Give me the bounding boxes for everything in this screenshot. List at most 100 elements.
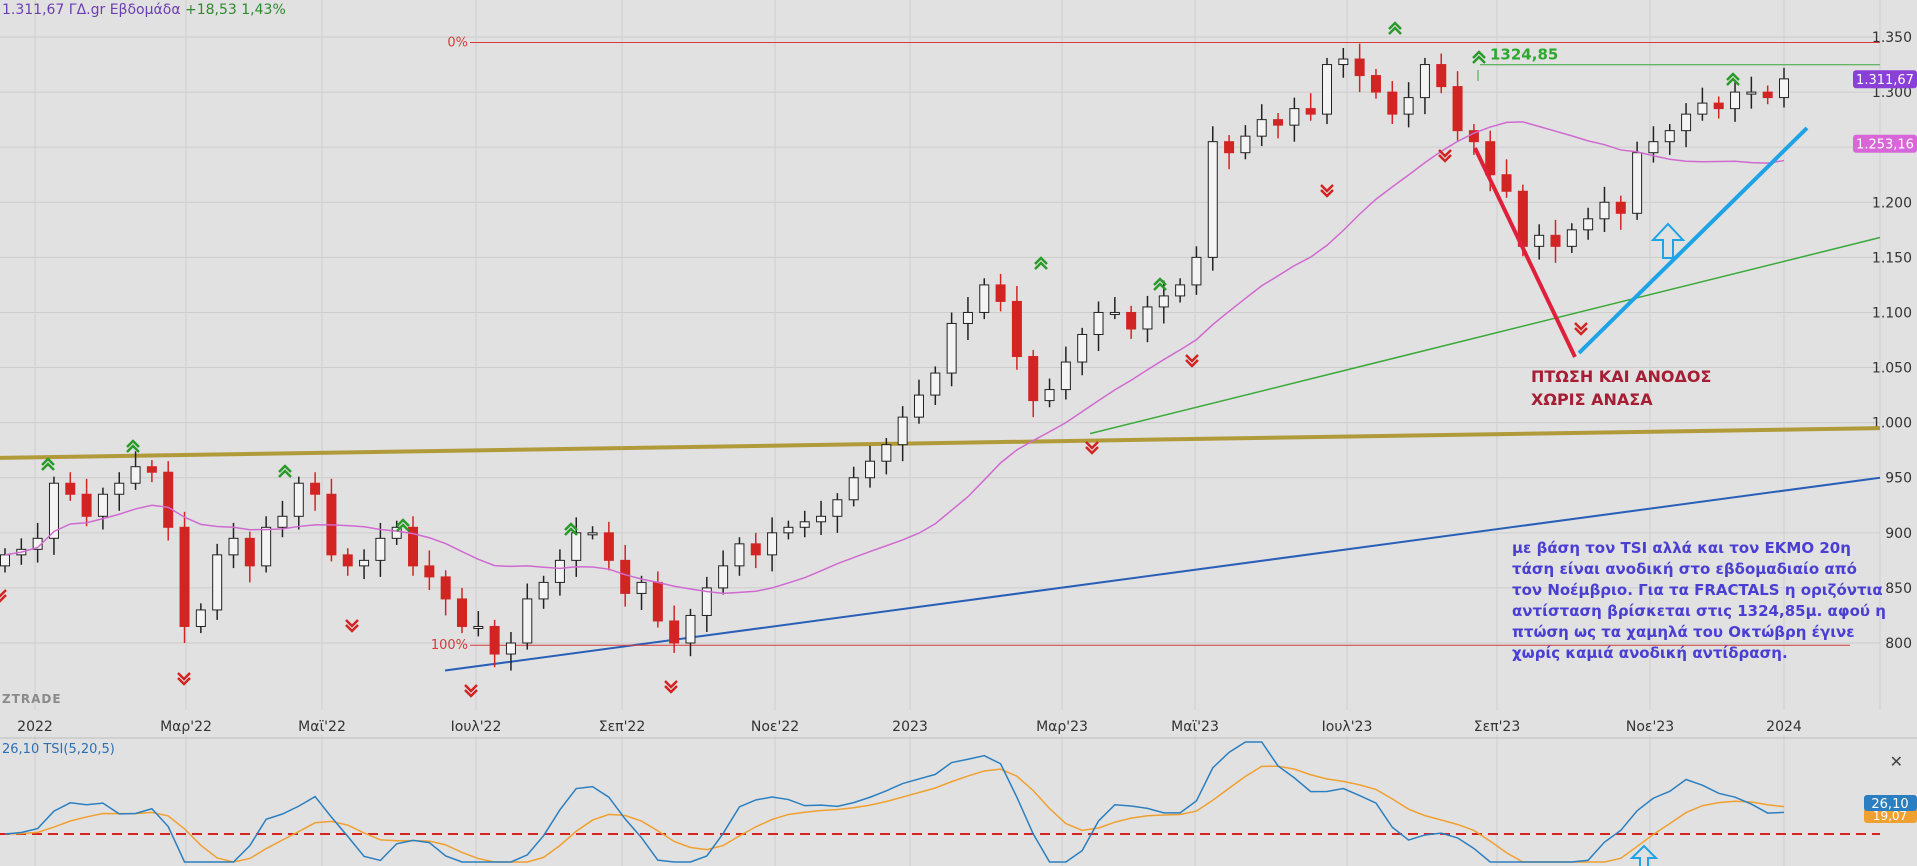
candle-body [1093,311,1104,335]
fractal-up-icon [126,439,140,453]
candle-body [1599,201,1610,220]
candle-body [473,625,484,629]
x-tick-label: 2023 [892,719,928,735]
candle-body [783,526,794,534]
annotation-text: ΠΤΩΣΗ ΚΑΙ ΑΝΟΔΟΣ ΧΩΡΙΣ ΑΝΑΣΑ [1531,365,1711,411]
ema-price-label: 1.253,16 [1856,138,1914,153]
candle-body [1060,361,1071,391]
x-tick-label: Μαϊ'23 [1171,719,1219,735]
x-tick-label: Μαρ'23 [1036,719,1088,735]
candle-body [114,482,125,495]
y-tick-label: 1.150 [1872,250,1912,266]
candle-body [587,532,598,536]
current-price-tag [1853,70,1917,89]
y-tick-label: 950 [1885,471,1912,487]
watermark-logo: ZTRADE [2,692,62,706]
candle-body [832,499,843,517]
candle-body [652,581,663,622]
candle-body [1305,108,1316,115]
fractal-down-icon [177,672,191,686]
candle-body [1566,229,1577,247]
candle-body [799,521,810,528]
candle-body [1142,306,1153,330]
candle-body [1109,311,1120,315]
x-tick-label: Νοε'23 [1626,719,1674,735]
candle-body [767,532,778,556]
candle-body [1322,64,1333,115]
candle-body [1436,64,1447,88]
candle-body [1648,141,1659,154]
candle-body [1158,295,1169,308]
fractal-down-icon [1574,322,1588,336]
fib-0-label: 0% [447,36,468,51]
y-tick-label: 850 [1885,581,1912,597]
fractal-down-icon [345,619,359,633]
candle-body [669,620,680,644]
fractal-up-icon [396,518,410,532]
candle-body [146,466,157,473]
fractal-up-icon [1034,256,1048,270]
y-tick-label: 1.000 [1872,416,1912,432]
candle-body [424,565,435,578]
chart-header: 1.311,67 ΓΔ.gr Εβδομάδα +18,53 1,43% [2,2,286,18]
x-tick-label: Ιουλ'22 [451,719,502,735]
ema-20-line [4,121,1785,595]
candle-body [1485,141,1496,176]
header-price: 1.311,67 ΓΔ.gr Εβδομάδα [2,2,181,18]
up-arrow-icon [1650,222,1686,259]
candle-body [1273,119,1284,126]
tsi-signal-label: 19,07 [1873,809,1907,823]
candle-body [456,598,467,627]
candle-body [359,559,370,567]
candle-body [913,394,924,418]
candle-body [1289,108,1300,126]
candle-body [1338,58,1349,66]
x-tick-label: 2024 [1766,719,1802,735]
candle-body [750,543,761,556]
candle-body [1534,234,1545,247]
candle-body [946,322,957,374]
fractal-up-icon [278,464,292,478]
x-tick-label: Μαϊ'22 [298,719,346,735]
fib-100-label: 100% [431,638,468,653]
candle-body [734,543,745,567]
fractal-up-icon [564,522,578,536]
x-tick-label: Σεπ'22 [599,719,646,735]
candle-body [685,614,696,644]
candle-body [1126,311,1137,330]
candle-body [1419,64,1430,99]
candle-body [228,537,239,556]
fractal-down-icon [464,684,478,698]
x-tick-label: Νοε'22 [751,719,799,735]
fractal-up-icon [1153,277,1167,291]
candle-body [636,581,647,594]
tsi-line [4,741,1785,863]
fractal-up-icon [1726,72,1740,86]
candle-body [718,565,729,589]
annotation-line-2: ΧΩΡΙΣ ΑΝΑΣΑ [1531,390,1653,409]
header-change: +18,53 1,43% [185,2,286,18]
candle-body [1354,58,1365,77]
fractal-down-icon [664,680,678,694]
candle-body [1077,333,1088,363]
candle-body [277,515,288,528]
close-indicator-button[interactable]: ✕ [1889,752,1903,771]
candle-body [440,576,451,600]
x-tick-label: Ιουλ'23 [1322,719,1373,735]
y-tick-label: 900 [1885,526,1912,542]
candle-body [1028,356,1039,402]
y-tick-label: 1.050 [1872,361,1912,377]
candle-body [620,559,631,594]
candle-body [1550,234,1561,247]
ema-price-tag [1853,134,1917,153]
long-term-trendline [444,476,1881,672]
fractal-up-icon [41,457,55,471]
analysis-note: με βάση τον TSI αλλά και τον ΕΚΜΟ 20η τά… [1512,539,1886,662]
candle-body [522,598,533,644]
drawn-blue-rise-line [1577,126,1809,355]
tsi-signal-line [4,765,1785,863]
candle-body [65,482,76,495]
candle-body [1779,78,1789,99]
